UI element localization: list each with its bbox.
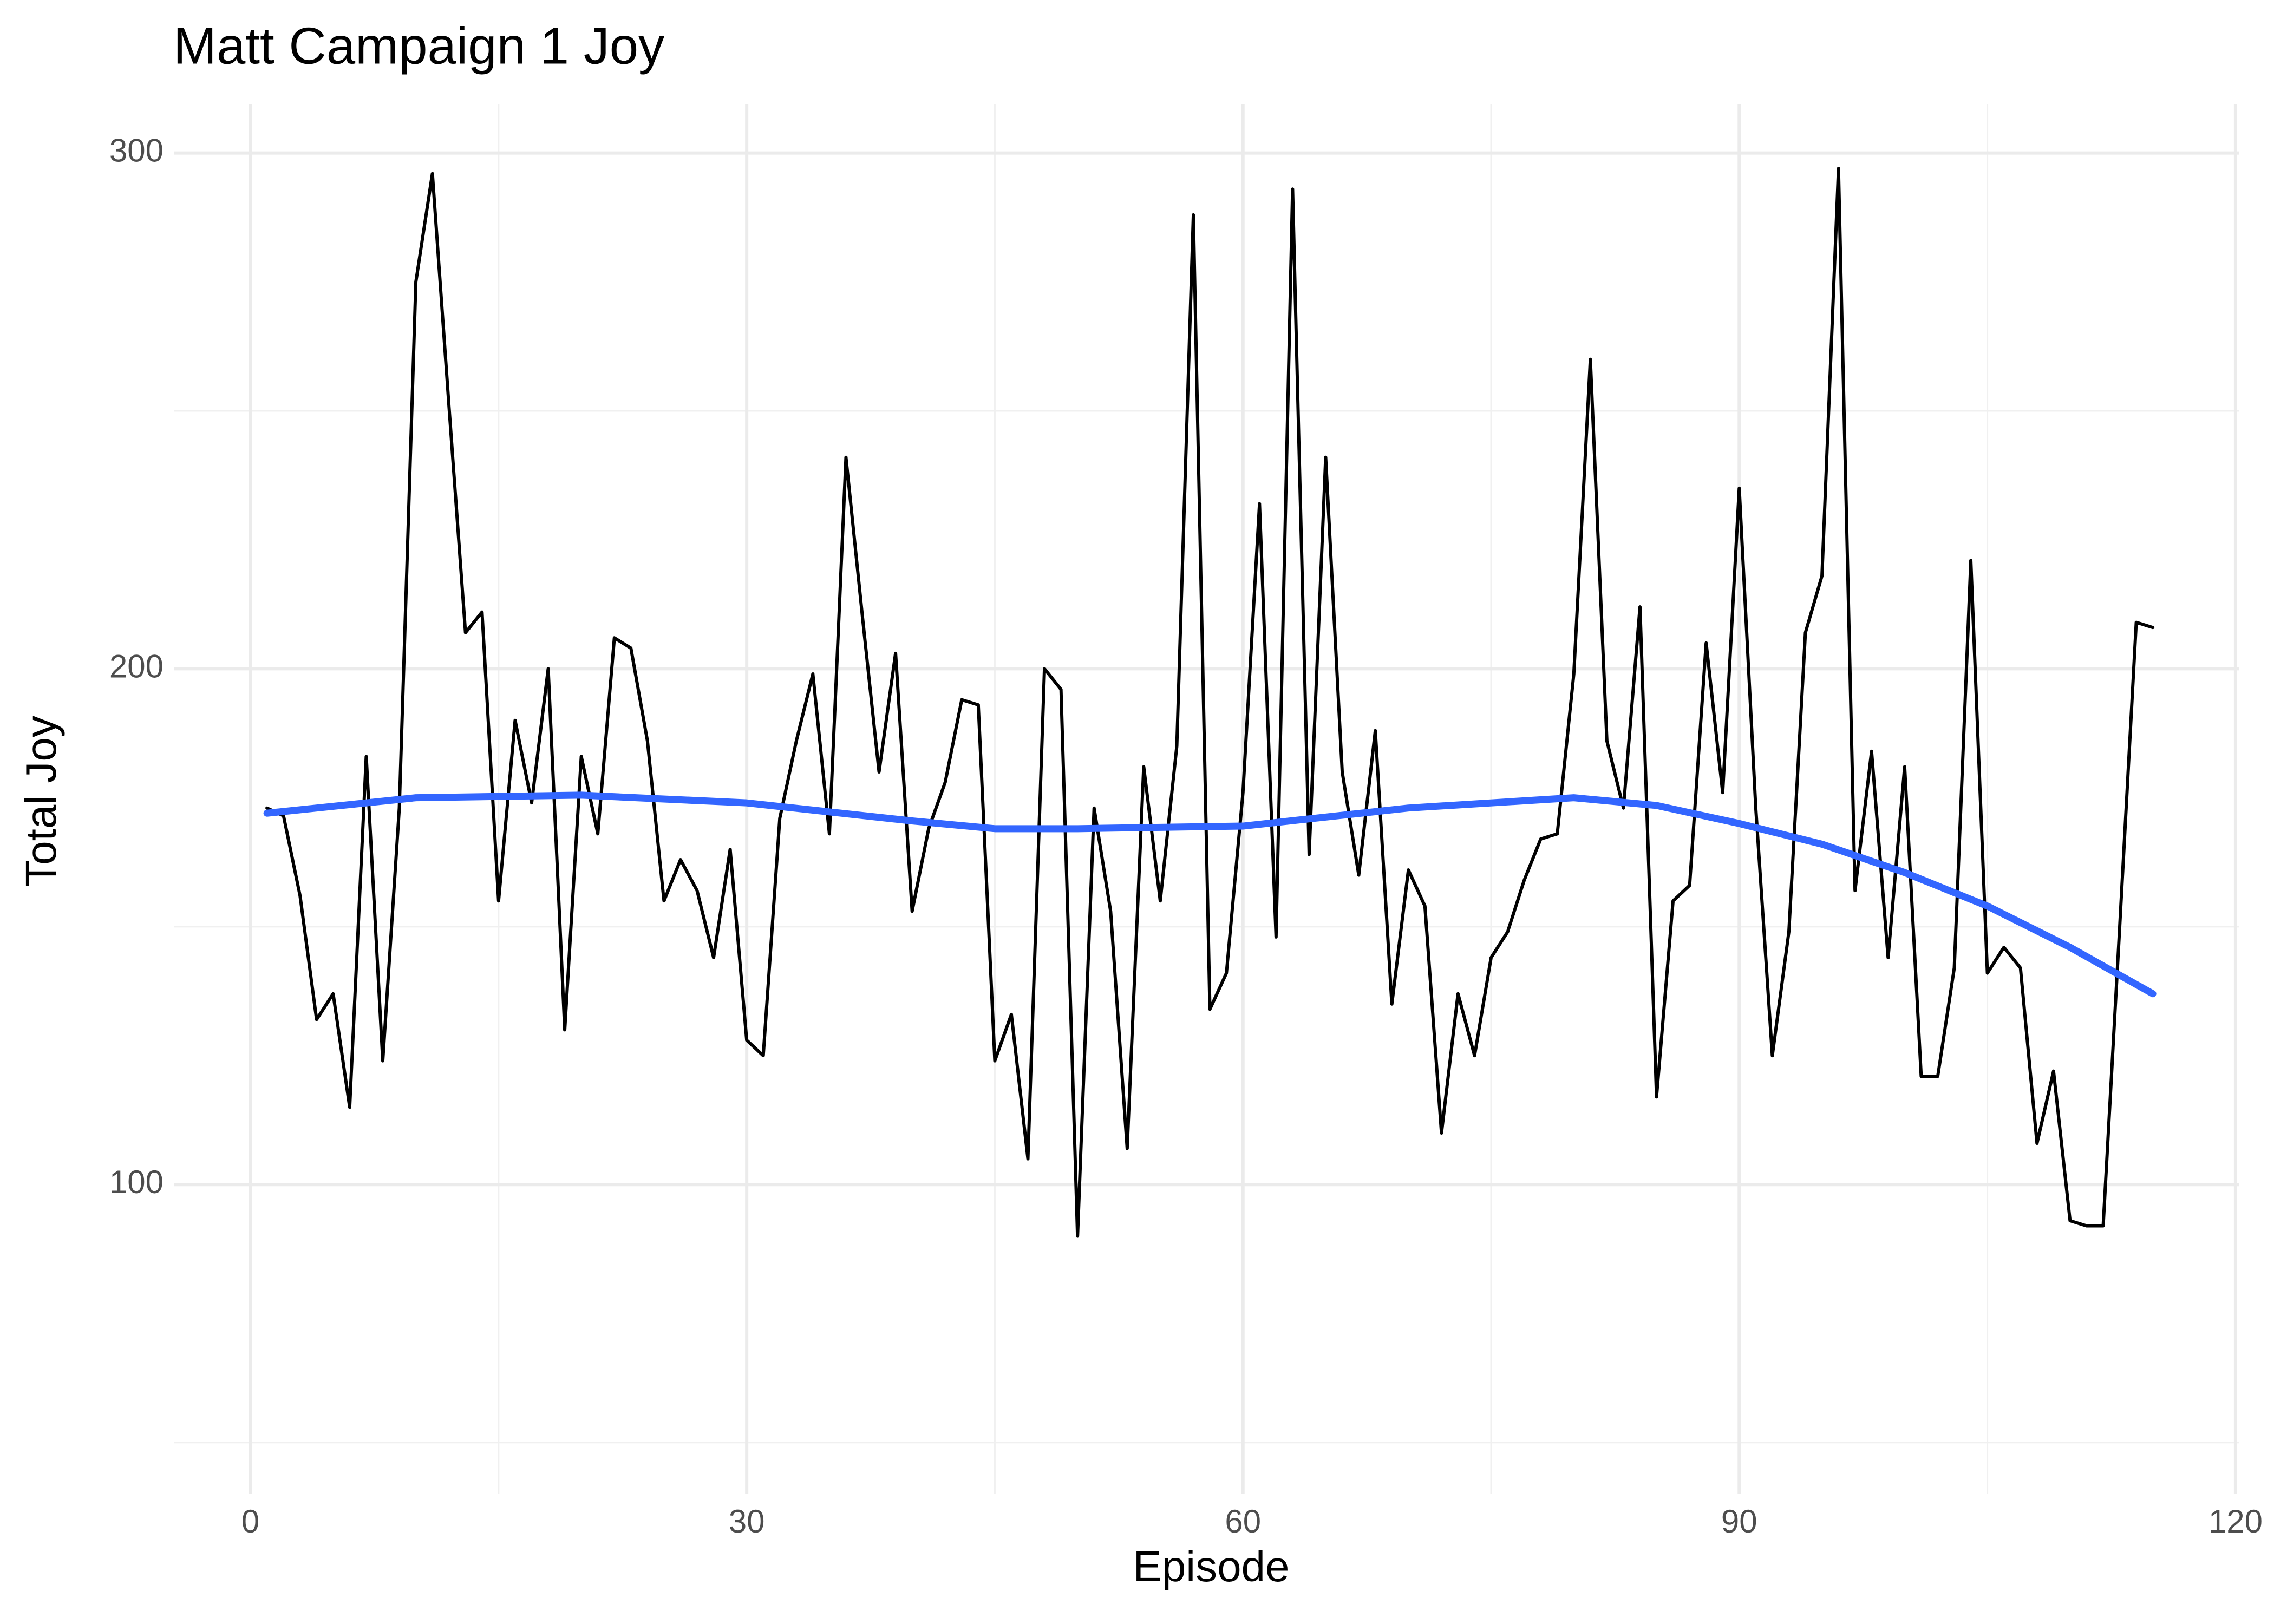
x-tick-label: 90 [1721,1503,1757,1540]
y-tick-label: 200 [109,648,164,684]
x-tick-label: 60 [1225,1503,1261,1540]
chart-title: Matt Campaign 1 Joy [173,17,664,75]
x-axis-title: Episode [1133,1542,1289,1590]
y-tick-label: 300 [109,132,164,168]
smooth-line [263,791,2157,998]
x-tick-label: 30 [729,1503,765,1540]
y-tick-label: 100 [109,1164,164,1200]
y-axis-title: Total Joy [17,716,65,887]
x-tick-label: 120 [2208,1503,2263,1540]
data-line [265,167,2155,1238]
x-tick-label: 0 [241,1503,259,1540]
